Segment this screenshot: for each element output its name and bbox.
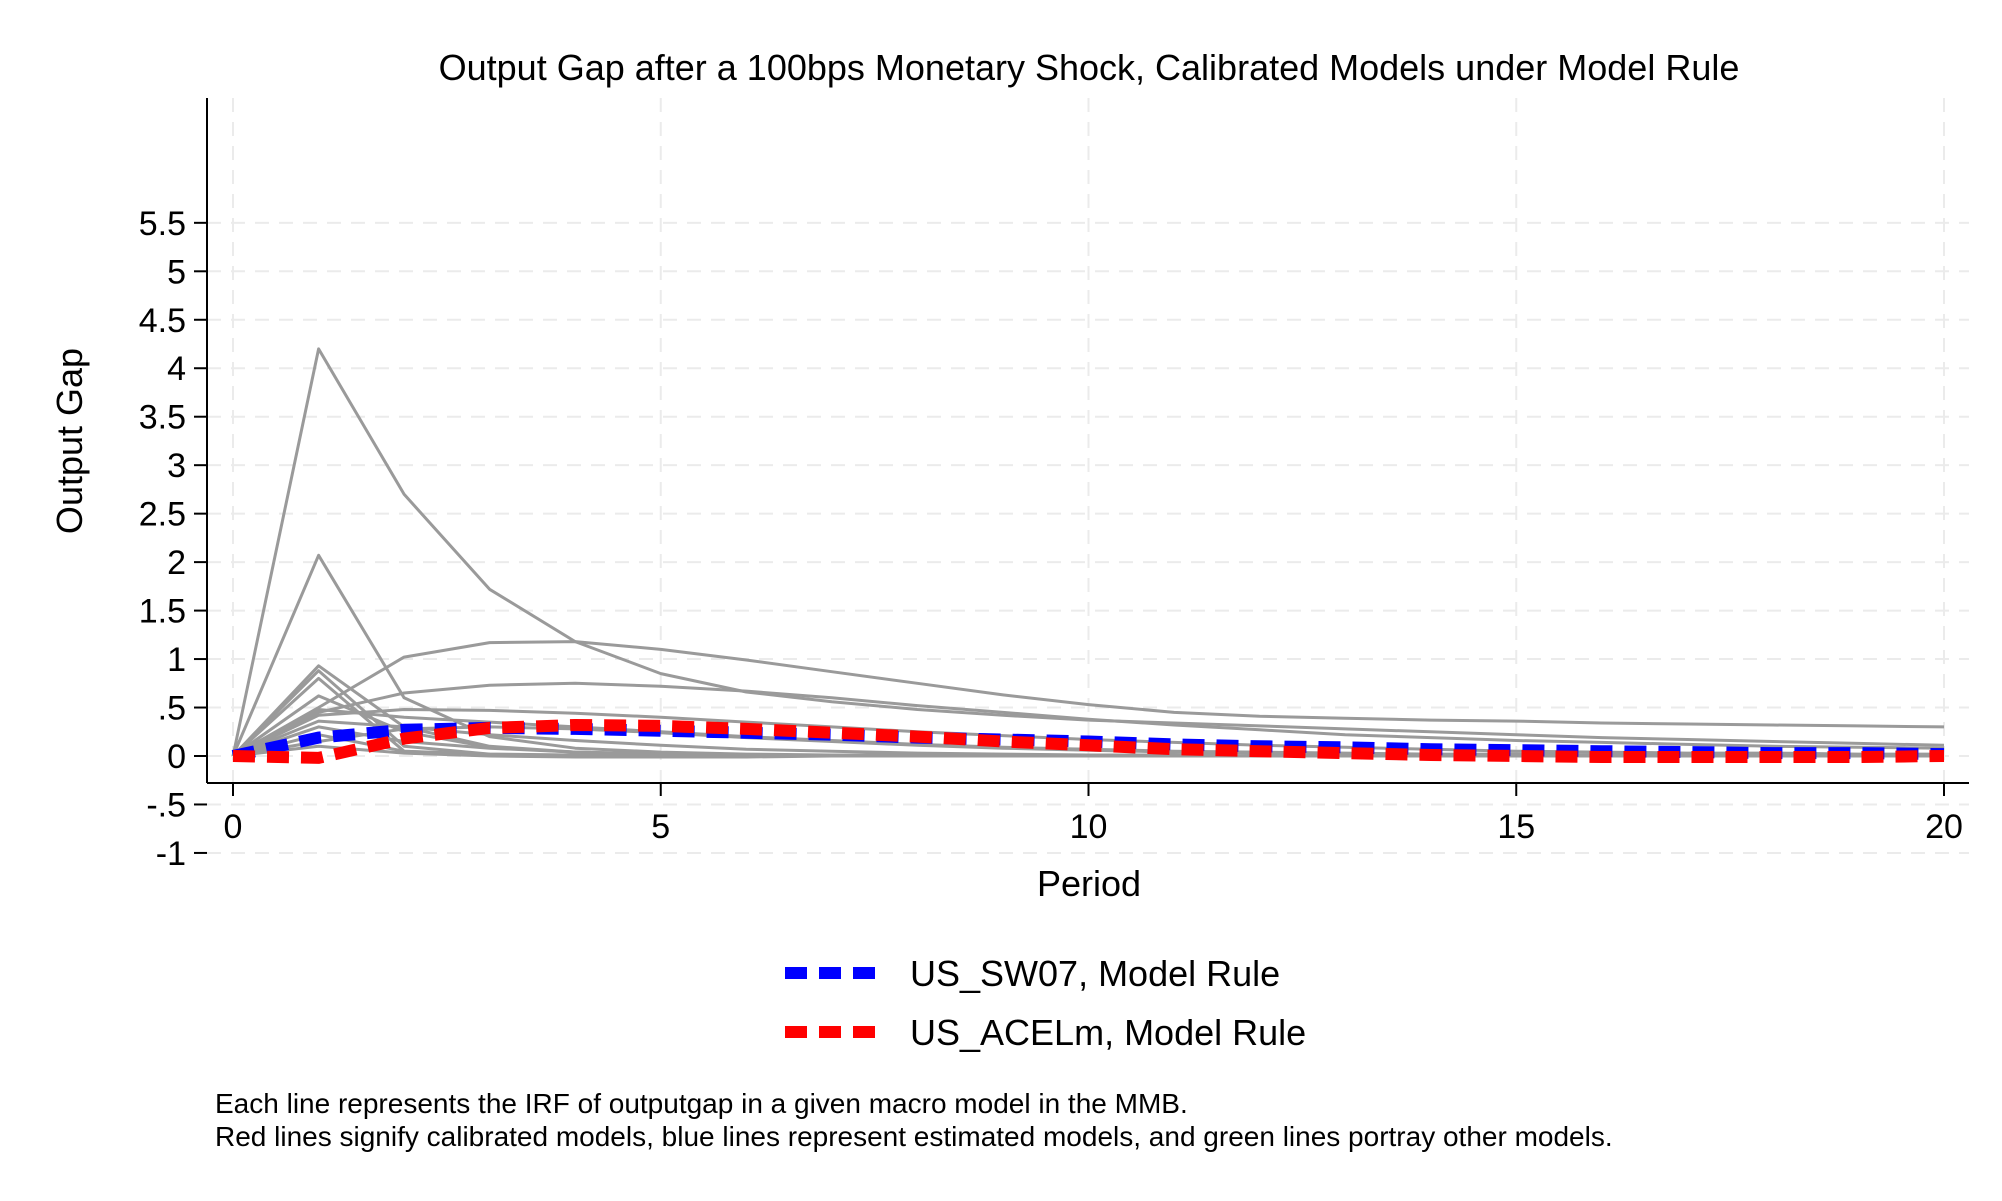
- highlighted-series: [231, 718, 1945, 764]
- y-axis-label: Output Gap: [49, 348, 90, 534]
- y-tick-label: 1: [167, 641, 186, 679]
- note-line-2: Red lines signify calibrated models, blu…: [215, 1121, 1613, 1152]
- y-tick-label: 4: [167, 350, 186, 388]
- x-tick-label: 5: [651, 808, 670, 846]
- x-tick-label: 0: [224, 808, 243, 846]
- legend: US_SW07, Model Rule US_ACELm, Model Rule: [785, 953, 1306, 1053]
- y-tick-label: 3.5: [139, 399, 186, 437]
- y-tick-label: 1.5: [139, 593, 186, 631]
- y-tick-label: 2.5: [139, 496, 186, 534]
- x-ticks: 0 5 10 15 20: [224, 783, 1963, 846]
- y-tick-label: 5.5: [139, 205, 186, 243]
- y-ticks: -1 -.5 0 .5 1 1.5 2 2.5 3 3.5 4 4.5 5 5.5: [139, 205, 207, 873]
- note-line-1: Each line represents the IRF of outputga…: [215, 1088, 1188, 1119]
- y-tick-label: 5: [167, 253, 186, 291]
- y-tick-label: 3: [167, 447, 186, 485]
- grid: [207, 98, 1969, 854]
- background-series-line-0: [231, 347, 1945, 757]
- background-series-line-3: [232, 681, 1945, 758]
- y-tick-label: -.5: [146, 786, 186, 824]
- x-axis-label: Period: [1037, 863, 1141, 904]
- y-tick-label: 4.5: [139, 302, 186, 340]
- x-tick-label: 20: [1925, 808, 1963, 846]
- legend-label-0: US_SW07, Model Rule: [910, 953, 1280, 994]
- x-tick-label: 10: [1070, 808, 1108, 846]
- background-series-line-2: [232, 640, 1945, 758]
- chart-title: Output Gap after a 100bps Monetary Shock…: [439, 47, 1740, 88]
- y-tick-label: 2: [167, 544, 186, 582]
- y-tick-label: 0: [167, 738, 186, 776]
- legend-label-1: US_ACELm, Model Rule: [910, 1012, 1306, 1053]
- series-line-1: [232, 718, 1945, 764]
- x-tick-label: 15: [1497, 808, 1535, 846]
- y-tick-label: .5: [158, 690, 186, 728]
- y-tick-label: -1: [156, 835, 186, 873]
